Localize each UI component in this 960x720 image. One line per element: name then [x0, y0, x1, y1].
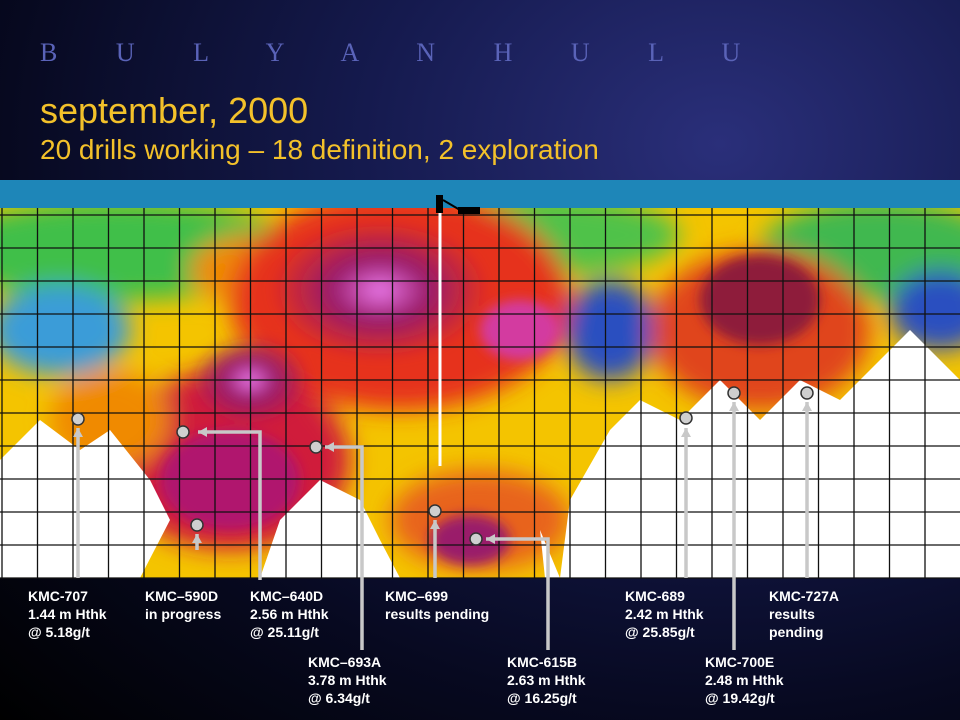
drillhole-label-line: KMC-707: [28, 588, 88, 604]
drillhole-label: KMC-707 1.44 m Hthk @ 5.18g/t: [28, 587, 107, 641]
drillhole-label: KMC–590D in progress: [145, 587, 221, 623]
drillhole-marker: [190, 518, 204, 532]
drillhole-marker: [176, 425, 190, 439]
drillhole-label-line: KMC–640D: [250, 588, 324, 604]
drillhole-label-line: 2.42 m Hthk: [625, 606, 704, 622]
drillhole-label-line: KMC-615B: [507, 654, 578, 670]
drillhole-marker: [727, 386, 741, 400]
drillhole-pointer: [71, 412, 85, 578]
drillhole-label-line: KMC–699: [385, 588, 449, 604]
drillhole-label-line: KMC–590D: [145, 588, 219, 604]
drillhole-label-line: results: [769, 606, 815, 622]
page-subtitle: 20 drills working – 18 definition, 2 exp…: [40, 134, 599, 165]
drillhole-marker: [679, 411, 693, 425]
drillhole-label-line: @ 5.18g/t: [28, 624, 90, 640]
drillhole-marker: [428, 504, 442, 518]
drillhole-label: KMC–640D 2.56 m Hthk @ 25.11g/t: [250, 587, 329, 641]
drillhole-pointer: [176, 425, 262, 580]
drillhole-label-line: 2.63 m Hthk: [507, 672, 586, 688]
drillhole-pointer: [309, 440, 364, 650]
drillhole-pointer: [800, 386, 814, 578]
drillhole-label-line: KMC-689: [625, 588, 685, 604]
page-title: september, 2000: [40, 90, 309, 131]
brand-wordmark: B U L Y A N H U L U: [40, 38, 767, 67]
drillhole-marker: [309, 440, 323, 454]
drillhole-pointer: [428, 504, 442, 578]
drillhole-label-line: KMC-727A: [769, 588, 840, 604]
drillhole-label: KMC–699 results pending: [385, 587, 489, 623]
map-grid: [0, 208, 960, 579]
drillhole-pointer: [727, 386, 741, 650]
drillhole-label: KMC-727A results pending: [769, 587, 839, 641]
shaft-marker: [436, 195, 480, 466]
drillhole-marker: [800, 386, 814, 400]
drillhole-label-line: KMC–693A: [308, 654, 382, 670]
drillhole-label-line: 1.44 m Hthk: [28, 606, 107, 622]
drillhole-label-line: pending: [769, 624, 824, 640]
drillhole-label: KMC-700E 2.48 m Hthk @ 19.42g/t: [705, 653, 784, 707]
drillhole-label: KMC-689 2.42 m Hthk @ 25.85g/t: [625, 587, 704, 641]
drillhole-label: KMC–693A 3.78 m Hthk @ 6.34g/t: [308, 653, 387, 707]
drillhole-label-line: @ 25.85g/t: [625, 624, 695, 640]
drillhole-marker: [469, 532, 483, 546]
drillhole-label-line: in progress: [145, 606, 222, 622]
surface-band: [0, 180, 960, 208]
drillhole-label-line: @ 19.42g/t: [705, 690, 775, 706]
drillhole-marker: [71, 412, 85, 426]
drillhole-label-line: KMC-700E: [705, 654, 775, 670]
drillhole-label-line: @ 16.25g/t: [507, 690, 577, 706]
drillhole-label-line: @ 6.34g/t: [308, 690, 370, 706]
grade-contour-map: [0, 208, 960, 578]
drillhole-pointers: [71, 386, 814, 650]
drillhole-label-line: results pending: [385, 606, 490, 622]
drillhole-label-line: 2.48 m Hthk: [705, 672, 784, 688]
drillhole-label-line: 3.78 m Hthk: [308, 672, 387, 688]
drillhole-label-line: 2.56 m Hthk: [250, 606, 329, 622]
drillhole-pointer: [190, 518, 204, 550]
drillhole-pointer: [679, 411, 693, 578]
drillhole-label: KMC-615B 2.63 m Hthk @ 16.25g/t: [507, 653, 586, 707]
drillhole-label-line: @ 25.11g/t: [250, 624, 319, 640]
drillhole-pointer: [469, 532, 550, 650]
